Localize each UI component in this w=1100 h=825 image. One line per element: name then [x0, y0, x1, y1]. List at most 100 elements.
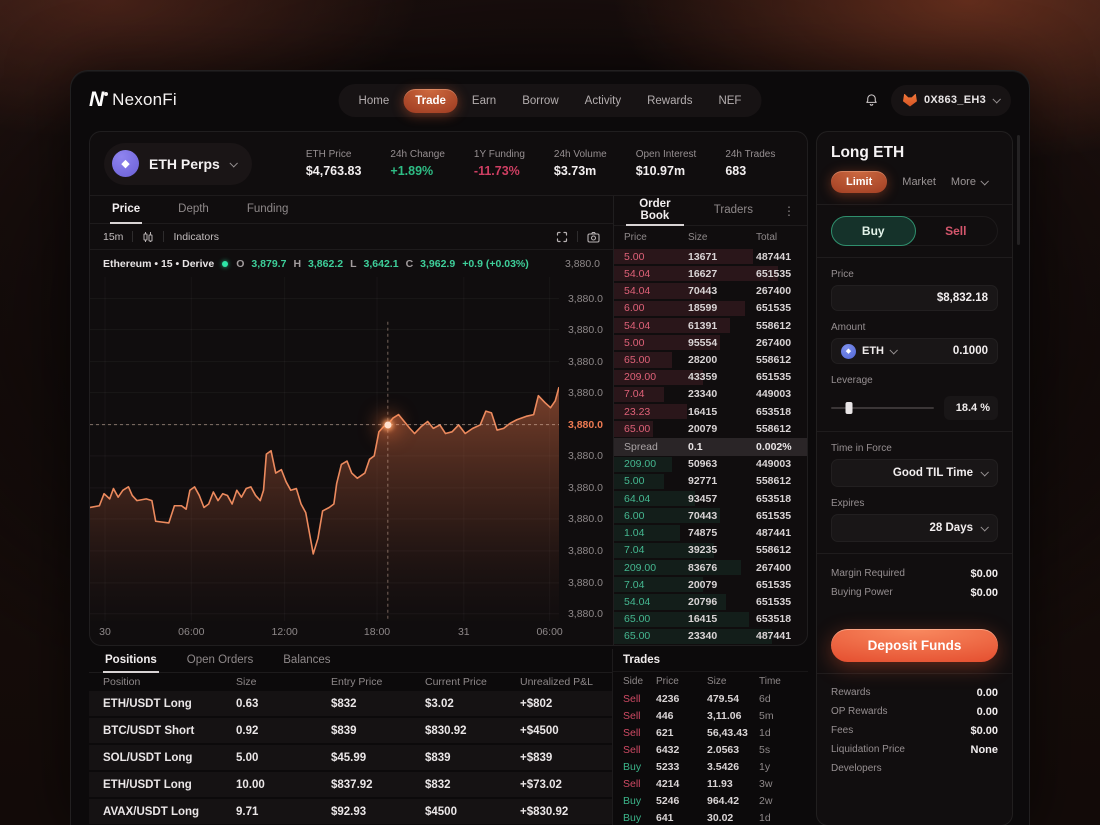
nav-item[interactable]: Borrow: [510, 89, 570, 113]
side-toggle: Buy Sell: [831, 216, 998, 246]
trade-size: 56,43.43: [707, 726, 748, 739]
chart-tab[interactable]: Price: [110, 196, 143, 224]
bid-size: 70443: [688, 509, 718, 522]
nav-item[interactable]: Home: [347, 89, 402, 113]
price-axis-label: 3,880.0: [567, 386, 603, 399]
market-selector[interactable]: ◆ ETH Perps: [104, 142, 252, 185]
price-axis-label: 3,880.0: [567, 292, 603, 305]
order-book-tab[interactable]: Traders: [712, 196, 755, 226]
trade-side: Sell: [623, 777, 641, 790]
bid-size: 93457: [688, 492, 718, 505]
interval-button[interactable]: 15m: [103, 230, 124, 243]
chevron-down-icon: [980, 468, 989, 477]
expires-dropdown[interactable]: 28 Days: [831, 514, 998, 542]
screenshot-button[interactable]: [587, 231, 600, 243]
ask-total: 558612: [756, 319, 792, 332]
position-pnl: +$4500: [520, 724, 559, 737]
order-book-ask-row[interactable]: 23.23 16415 653518: [614, 403, 807, 420]
order-book-bid-row[interactable]: 65.00 23340 487441: [614, 628, 807, 645]
position-current: $3.02: [425, 697, 454, 710]
order-book-bid-row[interactable]: 1.04 74875 487441: [614, 524, 807, 541]
trade-size: 11.93: [707, 777, 733, 790]
order-book-bid-row[interactable]: 6.00 70443 651535: [614, 507, 807, 524]
order-book-ask-row[interactable]: 5.00 13671 487441: [614, 248, 807, 265]
order-book-bid-row[interactable]: 7.04 20079 651535: [614, 576, 807, 593]
chart-toolbar-right: [556, 231, 600, 243]
deposit-funds-button[interactable]: Deposit Funds: [831, 629, 998, 662]
candle-style-button[interactable]: [142, 231, 154, 243]
footer-row: Fees $0.00: [831, 721, 998, 740]
position-entry: $92.93: [331, 805, 367, 818]
position-pnl: +$73.02: [520, 778, 562, 791]
positions-tab[interactable]: Balances: [281, 649, 332, 673]
nav-item[interactable]: NEF: [706, 89, 753, 113]
order-book-bid-row[interactable]: 7.04 39235 558612: [614, 542, 807, 559]
position-entry: $45.99: [331, 751, 367, 764]
chart-tab[interactable]: Depth: [176, 196, 211, 224]
tab-market[interactable]: Market: [902, 176, 936, 188]
leverage-slider-handle[interactable]: [845, 402, 852, 414]
nav-item[interactable]: Trade: [403, 88, 458, 113]
trade-time: 1d: [759, 811, 771, 824]
time-axis[interactable]: 30 06:00 12:00 18:00 31 06:00: [90, 621, 563, 645]
asset-selector[interactable]: ◆ ETH: [841, 343, 898, 359]
order-book-ask-row[interactable]: 54.04 61391 558612: [614, 317, 807, 334]
order-book-ask-row[interactable]: 209.00 43359 651535: [614, 369, 807, 386]
order-book-bid-row[interactable]: 54.04 20796 651535: [614, 593, 807, 610]
order-book-ask-row[interactable]: 65.00 28200 558612: [614, 351, 807, 368]
fullscreen-button[interactable]: [556, 231, 568, 243]
ticket-title: Long ETH: [831, 144, 905, 161]
order-book-bid-row[interactable]: 65.00 16415 653518: [614, 611, 807, 628]
wallet-button[interactable]: 0X863_EH3: [890, 84, 1011, 116]
order-book-ask-row[interactable]: 6.00 18599 651535: [614, 300, 807, 317]
bid-size: 92771: [688, 475, 718, 488]
order-book-ask-row[interactable]: 54.04 70443 267400: [614, 282, 807, 299]
order-ticket: Long ETH Limit Market More Buy Sell Pric…: [816, 131, 1013, 825]
order-book-bid-row[interactable]: 209.00 83676 267400: [614, 559, 807, 576]
chart-plot-area[interactable]: [90, 277, 559, 621]
scrollbar[interactable]: [1017, 135, 1020, 245]
tab-limit[interactable]: Limit: [831, 171, 888, 193]
order-book-ask-row[interactable]: 65.00 20079 558612: [614, 420, 807, 437]
order-book-bid-row[interactable]: 209.00 50963 449003: [614, 456, 807, 473]
column-header: Position: [103, 676, 141, 689]
leverage-slider[interactable]: [831, 402, 934, 414]
close-label: C: [405, 257, 414, 270]
nav-item[interactable]: Activity: [573, 89, 633, 113]
indicators-button[interactable]: Indicators: [173, 230, 219, 243]
trade-time: 1y: [759, 760, 771, 773]
footer-row: Rewards 0.00: [831, 683, 998, 702]
buy-button[interactable]: Buy: [831, 216, 916, 246]
price-input[interactable]: $8,832.18: [831, 285, 998, 311]
order-book-ask-row[interactable]: 5.00 95554 267400: [614, 334, 807, 351]
price-chart[interactable]: 3,880.0 3,880.0 3,880.0 3,880.0 3,880.0 3,880…: [90, 277, 613, 621]
order-book-ask-row[interactable]: 54.04 16627 651535: [614, 265, 807, 282]
notifications-button[interactable]: [864, 93, 879, 108]
order-book-bid-row[interactable]: 64.04 93457 653518: [614, 490, 807, 507]
tab-more[interactable]: More: [951, 176, 989, 188]
ask-size: 95554: [688, 336, 718, 349]
position-size: 0.92: [236, 724, 259, 737]
tif-value: Good TIL Time: [892, 467, 973, 479]
ask-price: 7.04: [624, 388, 645, 401]
stat-label: 24h Change: [390, 149, 445, 160]
bid-total: 449003: [756, 458, 792, 471]
nav-item[interactable]: Rewards: [635, 89, 704, 113]
chart-tab[interactable]: Funding: [245, 196, 291, 224]
brand-logo[interactable]: N NexonFi: [89, 88, 177, 112]
bid-price: 209.00: [624, 458, 657, 471]
nav-item[interactable]: Earn: [460, 89, 508, 113]
market-stats-row: ◆ ETH Perps ETH Price $4,763.83 24h Chan…: [90, 132, 807, 196]
price-axis-label: 3,880.0: [567, 512, 603, 525]
positions-tab[interactable]: Positions: [103, 649, 159, 674]
tif-dropdown[interactable]: Good TIL Time: [831, 459, 998, 487]
price-axis[interactable]: 3,880.0 3,880.0 3,880.0 3,880.0 3,880.0 3,880…: [559, 277, 613, 621]
market-stats: ETH Price $4,763.83 24h Change +1.89% 1Y…: [306, 149, 793, 178]
amount-input[interactable]: ◆ ETH 0.1000: [831, 338, 998, 364]
positions-tab[interactable]: Open Orders: [185, 649, 255, 673]
order-book-bid-row[interactable]: 5.00 92771 558612: [614, 473, 807, 490]
order-book-tab[interactable]: Order Book: [626, 196, 684, 226]
order-book-ask-row[interactable]: 7.04 23340 449003: [614, 386, 807, 403]
kebab-menu-icon[interactable]: [783, 196, 795, 225]
sell-button[interactable]: Sell: [915, 217, 998, 245]
